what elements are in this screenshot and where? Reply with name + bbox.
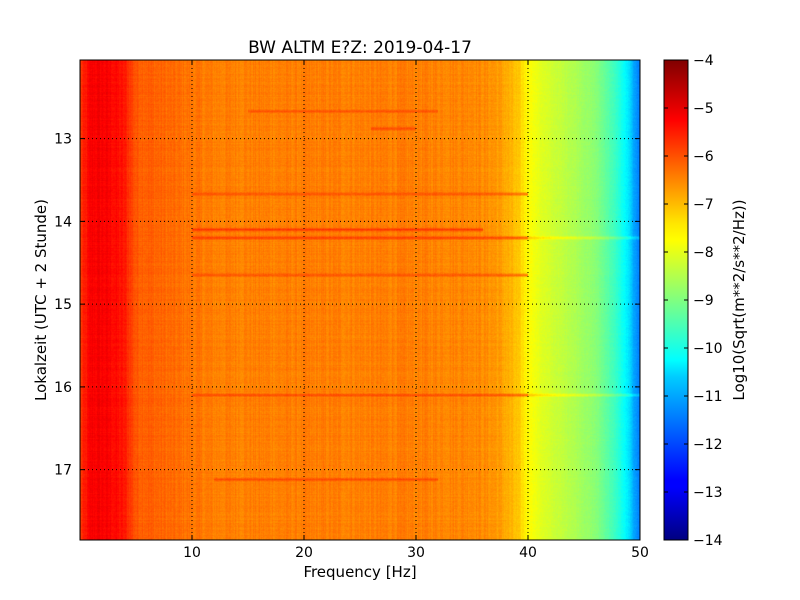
- colorbar-tick-label: −7: [693, 197, 714, 213]
- colorbar-tick-label: −5: [693, 101, 714, 117]
- colorbar-tick-label: −13: [693, 485, 723, 501]
- colorbar-tick-label: −4: [693, 53, 714, 69]
- y-tick-label: 16: [54, 380, 72, 396]
- grid-lines: [80, 60, 640, 540]
- y-tick-label: 14: [54, 214, 72, 230]
- y-axis-label: Lokalzeit (UTC + 2 Stunde): [32, 199, 50, 401]
- plot-frame: [79, 59, 641, 541]
- x-axis-ticks: 10 20 30 40 50: [183, 60, 649, 561]
- y-tick-label: 13: [54, 132, 72, 148]
- x-tick-label: 20: [295, 545, 313, 561]
- colorbar: −4 −5 −6 −7 −8 −9 −10 −11 −12 −13 −14 Log10(Sqrt(m…: [663, 53, 748, 549]
- x-tick-label: 30: [407, 545, 425, 561]
- colorbar-tick-label: −8: [693, 245, 714, 261]
- heatmap-image: [80, 60, 640, 540]
- colorbar-tick-label: −12: [693, 437, 723, 453]
- heatmap: [80, 60, 640, 540]
- colorbar-ticks: −4 −5 −6 −7 −8 −9 −10 −11 −12 −13 −14: [664, 53, 723, 549]
- colorbar-tick-label: −10: [693, 341, 723, 357]
- colorbar-tick-label: −6: [693, 149, 714, 165]
- colorbar-tick-label: −11: [693, 389, 723, 405]
- y-tick-label: 17: [54, 463, 72, 479]
- x-tick-label: 10: [183, 545, 201, 561]
- x-axis-label: Frequency [Hz]: [303, 563, 416, 581]
- y-axis-ticks: 13 14 15 16 17: [54, 132, 640, 479]
- colorbar-label: Log10(Sqrt(m**2/s**2/Hz)): [730, 199, 748, 400]
- y-tick-label: 15: [54, 297, 72, 313]
- colorbar-tick-label: −14: [693, 533, 723, 549]
- colorbar-tick-label: −9: [693, 293, 714, 309]
- x-tick-label: 50: [631, 545, 649, 561]
- x-tick-label: 40: [519, 545, 537, 561]
- chart-title: BW ALTM E?Z: 2019-04-17: [248, 38, 472, 58]
